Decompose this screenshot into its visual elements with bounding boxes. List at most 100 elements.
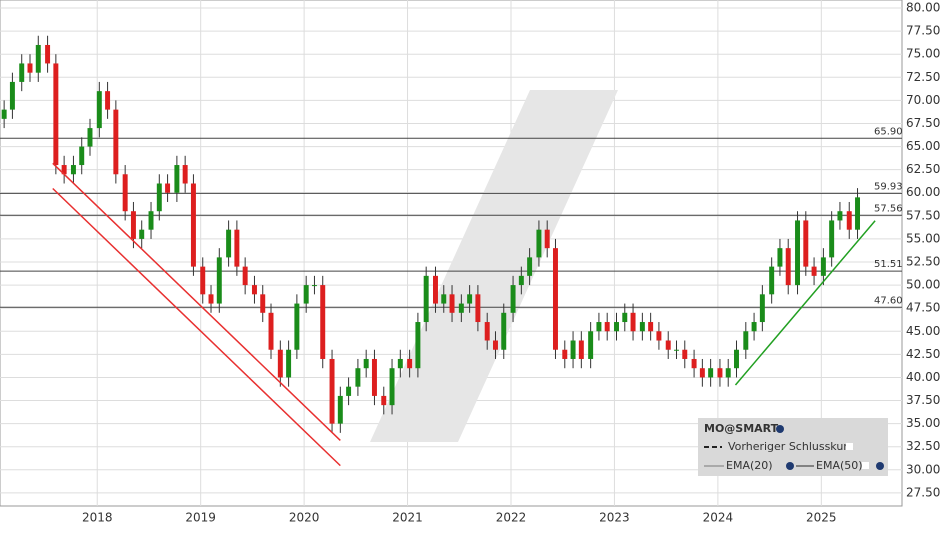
candle-body (371, 358, 377, 396)
candle-body (837, 211, 843, 221)
y-tick-label: 70.00 (906, 93, 940, 107)
y-tick-label: 40.00 (906, 370, 940, 384)
legend-label: EMA(50) (816, 459, 863, 472)
candle-body (337, 395, 343, 424)
candle-body (251, 285, 257, 295)
y-tick-label: 55.00 (906, 231, 940, 245)
x-tick-label: 2018 (82, 511, 113, 525)
candle-body (570, 340, 576, 359)
candle-body (552, 248, 558, 350)
candle-body (656, 331, 662, 341)
trend-line (52, 162, 341, 441)
candle-body (346, 386, 352, 396)
candle-body (19, 63, 25, 82)
y-tick-label: 72.50 (906, 70, 940, 84)
candle-body (441, 294, 447, 304)
candle-body (501, 312, 507, 350)
candle-body (769, 266, 775, 295)
candle-body (811, 266, 817, 276)
level-label: 57.56 (874, 203, 903, 214)
candle-body (182, 165, 188, 184)
y-tick-label: 35.00 (906, 416, 940, 430)
level-label: 59.93 (874, 181, 903, 192)
candle-body (113, 109, 119, 175)
candle-body (622, 312, 628, 323)
candle-body (699, 368, 705, 378)
y-tick-label: 52.50 (906, 255, 940, 269)
candle-body (674, 349, 679, 351)
candle-body (759, 294, 765, 323)
candle-body (1, 109, 7, 119)
candle-body (286, 349, 292, 378)
candle-body (303, 285, 309, 304)
legend: MO@SMART Vorheriger Schlusskurs EMA(20) … (698, 418, 888, 476)
candle-body (785, 248, 791, 286)
candle-body (174, 165, 180, 193)
legend-checkbox[interactable] (862, 462, 869, 469)
candle-body (829, 220, 835, 258)
candle-body (708, 368, 714, 378)
candle-body (381, 395, 387, 406)
trend-line (52, 187, 341, 467)
x-tick-label: 2022 (496, 511, 527, 525)
candle-body (562, 349, 568, 359)
candle-body (682, 349, 688, 359)
x-tick-label: 2020 (289, 511, 320, 525)
candle-body (45, 44, 51, 64)
candle-body (433, 275, 438, 304)
candle-body (743, 331, 749, 350)
candle-body (475, 294, 481, 323)
legend-title: MO@SMART (704, 422, 779, 435)
candle-body (190, 183, 196, 267)
candle-body (242, 266, 248, 286)
candle-body (79, 146, 85, 166)
x-tick-label: 2025 (806, 511, 837, 525)
y-tick-label: 30.00 (906, 462, 940, 476)
candle-body (156, 183, 162, 212)
candle-body (320, 285, 326, 359)
x-tick-label: 2024 (703, 511, 734, 525)
legend-checkbox[interactable] (846, 443, 853, 450)
y-tick-label: 62.50 (906, 162, 940, 176)
x-tick-label: 2023 (599, 511, 630, 525)
candle-body (122, 174, 128, 212)
candle-body (855, 197, 861, 230)
candle-body (510, 285, 516, 313)
candle-body (294, 303, 300, 350)
candle-body (200, 266, 206, 295)
candle-body (734, 349, 739, 369)
y-tick-label: 80.00 (906, 1, 940, 15)
candle-body (9, 81, 15, 110)
candle-body (803, 220, 809, 267)
candle-body (234, 229, 240, 267)
candle-body (148, 211, 154, 230)
candle-body (423, 275, 429, 323)
candle-body (492, 340, 498, 350)
candle-body (27, 63, 33, 73)
candle-body (407, 358, 413, 369)
candle-body (208, 294, 214, 304)
y-tick-label: 45.00 (906, 324, 940, 338)
candle-body (53, 63, 59, 166)
candle-body (415, 322, 421, 369)
y-tick-label: 27.50 (906, 485, 940, 499)
candle-body (165, 183, 171, 193)
y-tick-label: 37.50 (906, 393, 940, 407)
y-tick-label: 67.50 (906, 116, 940, 130)
candle-body (355, 368, 361, 387)
y-tick-label: 75.00 (906, 47, 940, 61)
candle-body (725, 368, 731, 378)
candle-body (527, 257, 533, 276)
candle-body (820, 257, 826, 276)
candle-body (630, 312, 636, 332)
candle-body (61, 165, 67, 175)
candle-body (648, 322, 654, 332)
candle-body (596, 322, 602, 332)
y-tick-label: 77.50 (906, 24, 940, 38)
candle-body (226, 229, 232, 258)
candle-body (484, 322, 490, 341)
candle-body (665, 340, 671, 350)
candle-body (536, 229, 542, 258)
watermark (370, 90, 618, 442)
